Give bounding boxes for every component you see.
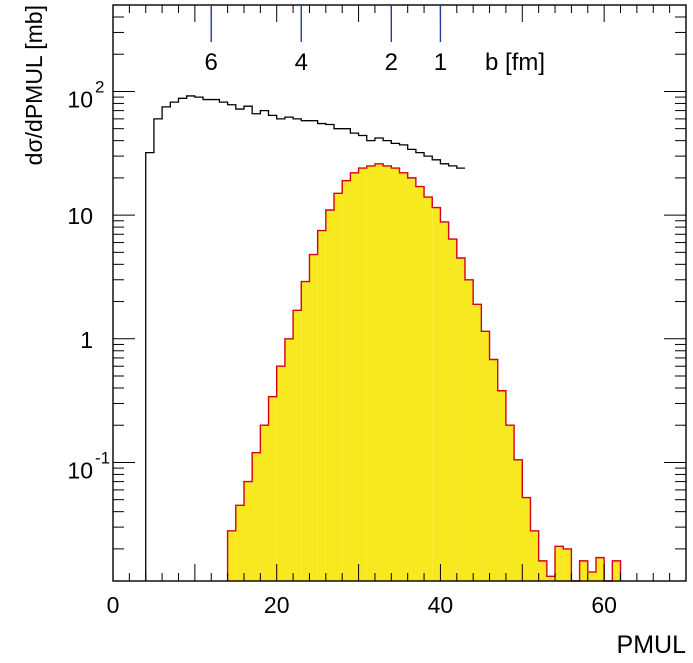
histogram-bar bbox=[399, 172, 408, 581]
histogram-bar bbox=[317, 230, 326, 582]
histogram-bar bbox=[481, 331, 490, 581]
histogram-bar bbox=[432, 207, 441, 582]
y-tick-label-base: 10 bbox=[67, 457, 93, 483]
histogram-bar bbox=[374, 163, 384, 582]
y-tick-label-base: 10 bbox=[67, 86, 93, 112]
axes-layer bbox=[112, 4, 687, 582]
y-tick-label: 10 2 bbox=[67, 77, 104, 112]
histogram-bar bbox=[514, 459, 523, 581]
histogram-bar bbox=[293, 310, 302, 581]
impact-parameter-tick-label: 2 bbox=[385, 49, 398, 76]
histogram-bar bbox=[587, 572, 596, 581]
y-axis-title: dσ/dPMUL [mb] bbox=[21, 5, 47, 165]
x-tick-label: 20 bbox=[264, 592, 290, 618]
histogram-bar bbox=[350, 172, 359, 581]
histogram-bar bbox=[456, 257, 465, 581]
filled-histogram-outline bbox=[226, 163, 622, 582]
y-tick-label-exponent: -1 bbox=[95, 448, 110, 467]
histogram-bar bbox=[268, 396, 277, 581]
histogram-bar bbox=[260, 425, 269, 581]
histogram-bar bbox=[415, 186, 425, 581]
x-tick-label: 40 bbox=[428, 592, 454, 618]
x-axis-title: PMUL bbox=[617, 631, 687, 659]
histogram-bar bbox=[505, 425, 515, 581]
histogram-bar bbox=[538, 560, 547, 581]
y-tick-label: 10 -1 bbox=[67, 448, 110, 483]
histogram-bar bbox=[595, 557, 605, 581]
plot-frame bbox=[112, 4, 687, 582]
histogram-bar bbox=[325, 209, 335, 581]
total-histogram-line bbox=[145, 95, 465, 581]
histogram-bar bbox=[579, 560, 588, 581]
histogram-bar bbox=[309, 254, 318, 581]
histogram-bar bbox=[366, 165, 375, 582]
histogram-bar bbox=[383, 165, 392, 582]
histogram-bar bbox=[464, 279, 474, 581]
histogram-bar bbox=[522, 497, 531, 581]
y-tick-label-base: 1 bbox=[80, 327, 93, 353]
histogram-bar bbox=[301, 281, 310, 581]
impact-parameter-tick-label: 6 bbox=[205, 49, 218, 76]
histogram-bar bbox=[227, 530, 236, 581]
histogram-bar bbox=[284, 338, 294, 581]
histogram-bar bbox=[448, 239, 457, 581]
histogram-bar bbox=[342, 180, 351, 581]
histogram-bar bbox=[243, 481, 253, 581]
histogram-bar bbox=[276, 366, 285, 581]
histogram-bar bbox=[252, 452, 261, 581]
histogram-bar bbox=[555, 546, 564, 581]
histogram-bar bbox=[546, 576, 556, 581]
histogram-bar bbox=[489, 359, 498, 581]
histogram-bar bbox=[334, 193, 343, 582]
y-tick-label-exponent: 2 bbox=[95, 77, 104, 96]
histogram-bar bbox=[497, 390, 506, 581]
y-tick-label: 10 bbox=[67, 203, 93, 229]
histogram-bar bbox=[473, 304, 482, 581]
x-tick-label: 60 bbox=[591, 592, 617, 618]
histogram-bar bbox=[563, 548, 572, 581]
x-tick-label: 0 bbox=[107, 592, 120, 618]
top-axis-label: b [fm] bbox=[485, 49, 545, 76]
y-tick-label: 1 bbox=[80, 327, 93, 353]
histogram-bar bbox=[424, 197, 433, 581]
histogram-bar bbox=[407, 177, 416, 582]
histogram-bar bbox=[530, 530, 539, 581]
histogram-bar bbox=[391, 168, 400, 582]
histogram-bar bbox=[358, 168, 367, 582]
histogram-bar bbox=[612, 560, 621, 581]
series-layer bbox=[145, 95, 622, 582]
histogram-bar bbox=[440, 221, 449, 581]
impact-parameter-tick-label: 1 bbox=[434, 49, 447, 76]
impact-parameter-tick-label: 4 bbox=[295, 49, 308, 76]
y-tick-label-base: 10 bbox=[67, 203, 93, 229]
histogram-bar bbox=[235, 505, 244, 581]
